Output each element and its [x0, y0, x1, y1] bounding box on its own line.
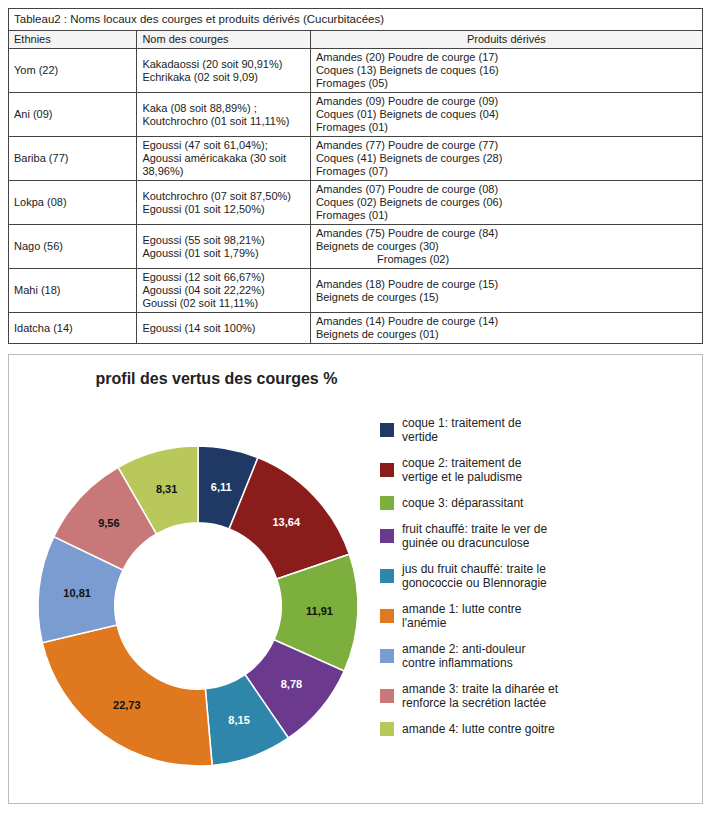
pie-wedge — [42, 625, 212, 766]
table-cell: Amandes (18) Poudre de courge (15) Beign… — [310, 269, 702, 313]
table-cell: Amandes (20) Poudre de courge (17) Coque… — [310, 49, 702, 93]
legend-entry: coque 3: déparassitant — [402, 496, 524, 510]
pie-wedge — [205, 675, 288, 766]
legend-line: amande 4: lutte contre goitre — [402, 722, 555, 736]
legend-entry: amande 4: lutte contre goitre — [402, 722, 555, 736]
table-cell: Egoussi (47 soit 61,04%); Agoussi améric… — [137, 137, 311, 181]
legend-line: vertide — [402, 430, 438, 444]
data-label: 8,78 — [281, 678, 302, 690]
table-row: Mahi (18)Egoussi (12 soit 66,67%) Agouss… — [9, 269, 703, 313]
table-cell: Egoussi (12 soit 66,67%) Agoussi (04 soi… — [137, 269, 311, 313]
table-header: Ethnies — [9, 31, 137, 49]
table-cell: Amandes (75) Poudre de courge (84) Beign… — [310, 225, 702, 269]
data-label: 8,15 — [228, 714, 249, 726]
data-label: 22,73 — [113, 699, 141, 711]
legend: coque 1: traitement devertide coque 2: tr… — [380, 416, 559, 736]
data-label: 6,11 — [211, 481, 232, 493]
data-label: 8,31 — [156, 483, 177, 495]
table-cell: Mahi (18) — [9, 269, 137, 313]
legend-line: fruit chauffé: traite le ver de — [402, 522, 548, 536]
legend-swatch — [380, 569, 394, 583]
table-row: Yom (22)Kakadaossi (20 soit 90,91%) Echr… — [9, 49, 703, 93]
data-label: 11,91 — [306, 605, 333, 617]
table-cell: Kaka (08 soit 88,89%) ; Koutchrochro (01… — [137, 93, 311, 137]
legend-swatch — [380, 496, 394, 510]
legend-swatch — [380, 722, 394, 736]
table-cell: Amandes (77) Poudre de courge (77) Coque… — [310, 137, 702, 181]
legend-line: contre inflammations — [402, 656, 513, 670]
legend-entry: coque 1: traitement devertide — [402, 416, 522, 444]
legend-entry: fruit chauffé: traite le ver deguinée ou… — [402, 522, 548, 550]
legend-entry: amande 2: anti-douleurcontre inflammatio… — [402, 642, 525, 670]
data-label: 13,64 — [273, 516, 301, 528]
legend-line: guinée ou dracunculose — [402, 536, 530, 550]
table-header: Nom des courges — [137, 31, 311, 49]
page-root: Tableau2 : Noms locaux des courges et pr… — [8, 8, 703, 804]
legend-swatch — [380, 649, 394, 663]
legend-swatch — [380, 463, 394, 477]
table-cell: Ani (09) — [9, 93, 137, 137]
legend-swatch — [380, 529, 394, 543]
table-cell: Koutchrochro (07 soit 87,50%) Egoussi (0… — [137, 181, 311, 225]
legend-line: amande 3: traite la diharée et — [402, 682, 559, 696]
table-body: Tableau2 : Noms locaux des courges et pr… — [9, 9, 703, 344]
table-row: Ani (09)Kaka (08 soit 88,89%) ; Koutchro… — [9, 93, 703, 137]
table-cell: Idatcha (14) — [9, 313, 137, 344]
legend-line: amande 2: anti-douleur — [402, 642, 525, 656]
legend-line: coque 1: traitement de — [402, 416, 522, 430]
legend-swatch — [380, 689, 394, 703]
legend-line: gonococcie ou Blennoragie — [402, 576, 547, 590]
table-cell: Amandes (14) Poudre de courge (14) Beign… — [310, 313, 702, 344]
table-row: Idatcha (14)Egoussi (14 soit 100%)Amande… — [9, 313, 703, 344]
table-cell: Kakadaossi (20 soit 90,91%) Echrikaka (0… — [137, 49, 311, 93]
table-title: Tableau2 : Noms locaux des courges et pr… — [9, 9, 703, 31]
legend-swatch — [380, 609, 394, 623]
table-cell: Yom (22) — [9, 49, 137, 93]
legend-line: amande 1: lutte contre — [402, 602, 522, 616]
table-cell: Amandes (09) Poudre de courge (09) Coque… — [310, 93, 702, 137]
legend-line: coque 3: déparassitant — [402, 496, 524, 510]
pie-wedges — [38, 446, 358, 766]
legend-line: renforce la secrétion lactée — [402, 696, 546, 710]
table-cell: Amandes (07) Poudre de courge (08) Coque… — [310, 181, 702, 225]
table-row: Lokpa (08)Koutchrochro (07 soit 87,50%) … — [9, 181, 703, 225]
data-table: Tableau2 : Noms locaux des courges et pr… — [8, 8, 703, 344]
pie-chart: profil des vertus des courges % 6,11 13,64… — [8, 354, 703, 804]
pie-labels: 6,11 13,64 11,91 8,78 8,15 22,73 10,81 9,56 8,31 — [63, 481, 333, 727]
legend-line: l'anémie — [402, 616, 447, 630]
table-row: Nago (56)Egoussi (55 soit 98,21%) Agouss… — [9, 225, 703, 269]
table-cell: Nago (56) — [9, 225, 137, 269]
table-header-row: EthniesNom des courgesProduits dérivés — [9, 31, 703, 49]
pie-wedge — [118, 446, 198, 534]
table-cell: Lokpa (08) — [9, 181, 137, 225]
legend-line: vertige et le paludisme — [402, 470, 522, 484]
chart-frame — [9, 355, 703, 804]
table-title-row: Tableau2 : Noms locaux des courges et pr… — [9, 9, 703, 31]
data-label: 9,56 — [98, 517, 119, 529]
legend-entry: coque 2: traitement devertige et le palu… — [402, 456, 522, 484]
chart-title: profil des vertus des courges % — [96, 370, 338, 387]
legend-line: jus du fruit chauffé: traite le — [401, 562, 546, 576]
table-cell: Egoussi (14 soit 100%) — [137, 313, 311, 344]
legend-entry: jus du fruit chauffé: traite legonococci… — [401, 562, 547, 590]
table-row: Bariba (77)Egoussi (47 soit 61,04%); Ago… — [9, 137, 703, 181]
legend-line: coque 2: traitement de — [402, 456, 522, 470]
legend-entry: amande 1: lutte contrel'anémie — [402, 602, 522, 630]
table-cell: Bariba (77) — [9, 137, 137, 181]
legend-swatch — [380, 423, 394, 437]
data-label: 10,81 — [63, 587, 91, 599]
table-header: Produits dérivés — [310, 31, 702, 49]
table-cell: Egoussi (55 soit 98,21%) Agoussi (01 soi… — [137, 225, 311, 269]
legend-entry: amande 3: traite la diharée etrenforce l… — [402, 682, 559, 710]
